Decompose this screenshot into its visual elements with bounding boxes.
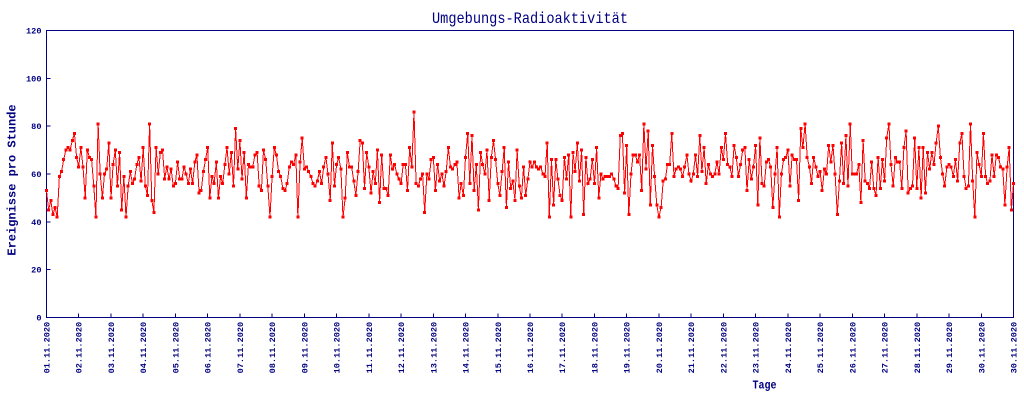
svg-text:29.11.2020: 29.11.2020 (945, 322, 955, 374)
svg-text:15.11.2020: 15.11.2020 (494, 322, 504, 374)
svg-text:10.11.2020: 10.11.2020 (333, 322, 343, 374)
svg-text:22.11.2020: 22.11.2020 (719, 322, 729, 374)
svg-text:Tage: Tage (753, 380, 777, 393)
svg-text:07.11.2020: 07.11.2020 (236, 322, 246, 374)
svg-text:17.11.2020: 17.11.2020 (558, 322, 568, 374)
svg-text:16.11.2020: 16.11.2020 (526, 322, 536, 374)
svg-text:01.11.2020: 01.11.2020 (43, 322, 53, 374)
svg-text:30.11.2020: 30.11.2020 (977, 322, 987, 374)
svg-text:02.11.2020: 02.11.2020 (75, 322, 85, 374)
svg-text:12.11.2020: 12.11.2020 (397, 322, 407, 374)
svg-text:26.11.2020: 26.11.2020 (848, 322, 858, 374)
svg-text:04.11.2020: 04.11.2020 (139, 322, 149, 374)
svg-text:40: 40 (31, 218, 41, 228)
svg-text:120: 120 (26, 27, 41, 37)
svg-text:20.11.2020: 20.11.2020 (655, 322, 665, 374)
svg-text:05.11.2020: 05.11.2020 (171, 322, 181, 374)
svg-text:0: 0 (36, 314, 41, 324)
svg-text:09.11.2020: 09.11.2020 (300, 322, 310, 374)
svg-text:08.11.2020: 08.11.2020 (268, 322, 278, 374)
svg-text:21.11.2020: 21.11.2020 (687, 322, 697, 374)
svg-text:20: 20 (31, 266, 41, 276)
svg-text:30.11.2020: 30.11.2020 (1010, 322, 1020, 374)
svg-text:24.11.2020: 24.11.2020 (784, 322, 794, 374)
svg-text:13.11.2020: 13.11.2020 (429, 322, 439, 374)
svg-text:03.11.2020: 03.11.2020 (107, 322, 117, 374)
svg-text:11.11.2020: 11.11.2020 (365, 322, 375, 374)
svg-text:23.11.2020: 23.11.2020 (752, 322, 762, 374)
svg-text:100: 100 (26, 74, 41, 84)
svg-text:25.11.2020: 25.11.2020 (816, 322, 826, 374)
svg-text:Ereignisse pro Stunde: Ereignisse pro Stunde (6, 104, 20, 255)
svg-text:06.11.2020: 06.11.2020 (204, 322, 214, 374)
svg-text:28.11.2020: 28.11.2020 (913, 322, 923, 374)
svg-text:Umgebungs-Radioaktivität: Umgebungs-Radioaktivität (432, 10, 628, 28)
svg-text:27.11.2020: 27.11.2020 (881, 322, 891, 374)
svg-text:80: 80 (31, 122, 41, 132)
svg-text:14.11.2020: 14.11.2020 (462, 322, 472, 374)
svg-text:60: 60 (31, 170, 41, 180)
svg-text:19.11.2020: 19.11.2020 (623, 322, 633, 374)
svg-text:18.11.2020: 18.11.2020 (590, 322, 600, 374)
